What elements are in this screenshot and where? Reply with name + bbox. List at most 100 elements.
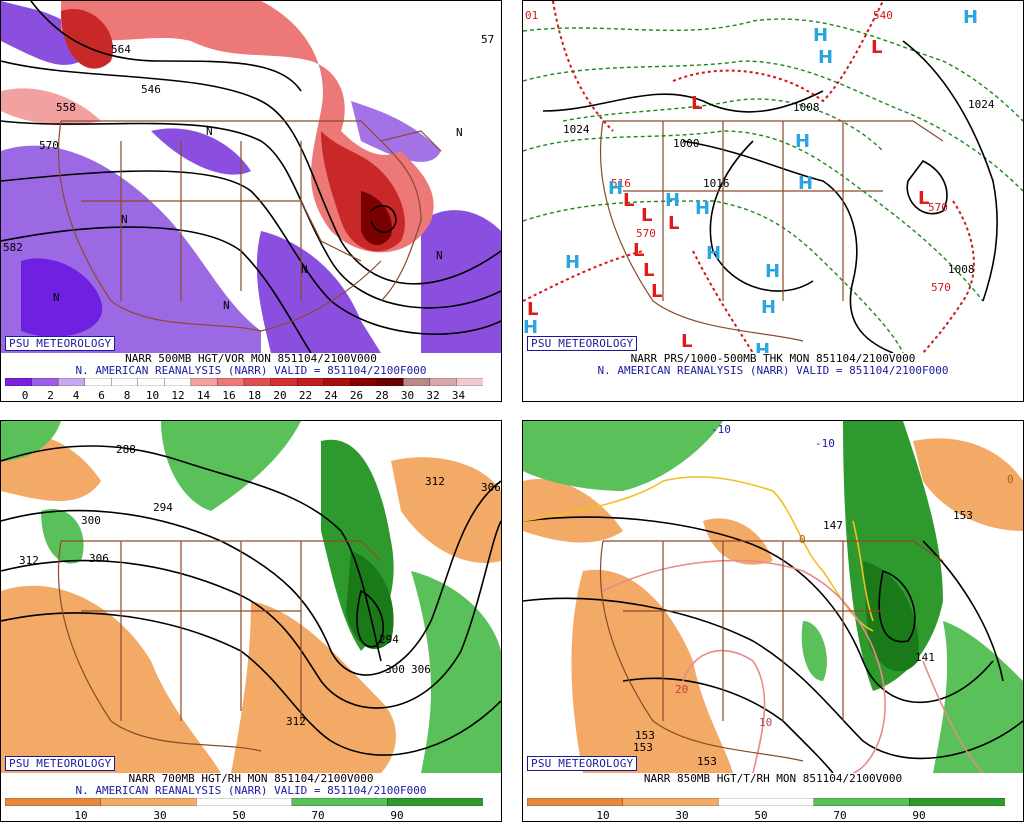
low-pressure-marker: L xyxy=(641,205,652,226)
panel-title: NARR 700MB HGT/RH MON 851104/2100V000 xyxy=(128,772,374,785)
contour-label: 312 xyxy=(19,554,39,567)
colorbar-swatch xyxy=(376,378,404,386)
colorbar-tick: 50 xyxy=(754,809,768,822)
high-pressure-marker: H xyxy=(761,297,776,318)
colorbar-tick: 90 xyxy=(390,809,404,822)
isobar-label: 1024 xyxy=(563,123,590,136)
high-pressure-marker: H xyxy=(706,243,721,264)
contour-label: 312 xyxy=(286,715,306,728)
contour-label: 570 xyxy=(39,139,59,152)
colorbar-swatch xyxy=(387,798,483,806)
low-pressure-marker: L xyxy=(681,331,692,352)
colorbar-tick: 18 xyxy=(247,389,262,402)
colorbar-swatch xyxy=(137,378,165,386)
colorbar-swatch xyxy=(100,798,197,806)
colorbar-tick: 30 xyxy=(400,389,415,402)
thickness-label: 01 xyxy=(525,9,538,22)
colorbar-swatch xyxy=(456,378,483,386)
colorbar-tick: 70 xyxy=(311,809,325,822)
contour-label: 306 xyxy=(89,552,109,565)
colorbar-tick: 20 xyxy=(273,389,287,402)
high-pressure-marker: H xyxy=(565,252,580,273)
colorbar-swatch xyxy=(296,378,325,386)
high-pressure-marker: H xyxy=(818,47,833,68)
panel-title: NARR 500MB HGT/VOR MON 851104/2100V000 xyxy=(125,352,377,365)
colorbar-swatch xyxy=(190,378,219,386)
panel-subtitle: N. AMERICAN REANALYSIS (NARR) VALID = 85… xyxy=(75,784,427,797)
contour-label: 294 xyxy=(153,501,173,514)
colorbar-tick: 30 xyxy=(675,809,689,822)
temperature-label: -10 xyxy=(711,423,731,436)
vort-minimum: N xyxy=(436,249,443,262)
colorbar-tick: 28 xyxy=(375,389,389,402)
temperature-label: 0 xyxy=(1007,473,1014,486)
contour-label: 153 xyxy=(697,755,717,768)
colorbar-tick: 10 xyxy=(145,389,160,402)
high-pressure-marker: H xyxy=(695,198,710,219)
temperature-label: -10 xyxy=(815,437,835,450)
map-700mb: 288 294 300 306 312 312 306 312 294 300 … xyxy=(1,421,501,773)
colorbar-swatch xyxy=(5,798,102,806)
contour-label: 288 xyxy=(116,443,136,456)
brand-label: PSU METEOROLOGY xyxy=(5,756,116,771)
brand-label: PSU METEOROLOGY xyxy=(527,336,638,351)
colorbar-ticks: 10 30 50 70 90 xyxy=(1,809,501,822)
thickness-label: 570 xyxy=(636,227,656,240)
colorbar-tick: 16 xyxy=(222,389,236,402)
high-pressure-marker: H xyxy=(755,340,770,353)
high-pressure-marker: H xyxy=(813,25,828,46)
contour-label: 153 xyxy=(635,729,655,742)
vort-minimum: N xyxy=(456,126,463,139)
contour-label: 153 xyxy=(633,741,653,754)
colorbar-tick: 30 xyxy=(153,809,167,822)
colorbar-tick: 34 xyxy=(451,389,466,402)
colorbar-swatch xyxy=(718,798,815,806)
colorbar-swatch xyxy=(909,798,1005,806)
panel-700mb-rh: 288 294 300 306 312 312 306 312 294 300 … xyxy=(0,420,502,822)
colorbar-tick: 26 xyxy=(349,389,364,402)
isobar-label: 1016 xyxy=(703,177,730,190)
colorbar-tick: 32 xyxy=(426,389,440,402)
colorbar-swatch xyxy=(164,378,192,386)
map-500mb: 564 546 558 570 582 57 N N N N N N N xyxy=(1,1,501,353)
colorbar-swatch xyxy=(196,798,293,806)
colorbar-tick: 6 xyxy=(98,389,105,402)
colorbar-tick: 10 xyxy=(74,809,88,822)
contour-label: 300 xyxy=(385,663,405,676)
colorbar-tick: 10 xyxy=(596,809,610,822)
contour-label: 294 xyxy=(379,633,399,646)
low-pressure-marker: L xyxy=(668,213,679,234)
colorbar-swatch xyxy=(527,798,624,806)
colorbar-swatch xyxy=(5,378,33,386)
vort-minimum: N xyxy=(206,125,213,138)
contour-label: 57 xyxy=(481,33,494,46)
contour-label: 582 xyxy=(3,241,23,254)
vort-minimum: N xyxy=(301,263,308,276)
low-pressure-marker: L xyxy=(643,260,654,281)
high-pressure-marker: H xyxy=(765,261,780,282)
colorbar-500mb xyxy=(5,378,483,386)
colorbar-swatch xyxy=(403,378,431,386)
colorbar-tick: 90 xyxy=(912,809,926,822)
colorbar-swatch xyxy=(323,378,351,386)
high-pressure-marker: H xyxy=(795,131,810,152)
colorbar-tick: 12 xyxy=(171,389,185,402)
colorbar-850mb xyxy=(527,798,1005,806)
colorbar-swatch xyxy=(429,378,458,386)
temperature-label: 20 xyxy=(675,683,688,696)
low-pressure-marker: L xyxy=(623,190,634,211)
low-pressure-marker: L xyxy=(691,93,702,114)
high-pressure-marker: H xyxy=(963,7,978,28)
contour-label: 306 xyxy=(411,663,431,676)
isobar-label: 1024 xyxy=(968,98,995,111)
colorbar-swatch xyxy=(31,378,59,386)
temperature-label: 10 xyxy=(759,716,772,729)
low-pressure-marker: L xyxy=(633,240,644,261)
high-pressure-marker: H xyxy=(608,178,623,199)
colorbar-ticks: 10 30 50 70 90 xyxy=(523,809,1023,822)
thickness-label: 570 xyxy=(931,281,951,294)
brand-label: PSU METEOROLOGY xyxy=(5,336,116,351)
low-pressure-marker: L xyxy=(918,188,929,209)
low-pressure-marker: L xyxy=(651,281,662,302)
panel-title: NARR 850MB HGT/T/RH MON 851104/2100V000 xyxy=(643,772,903,785)
